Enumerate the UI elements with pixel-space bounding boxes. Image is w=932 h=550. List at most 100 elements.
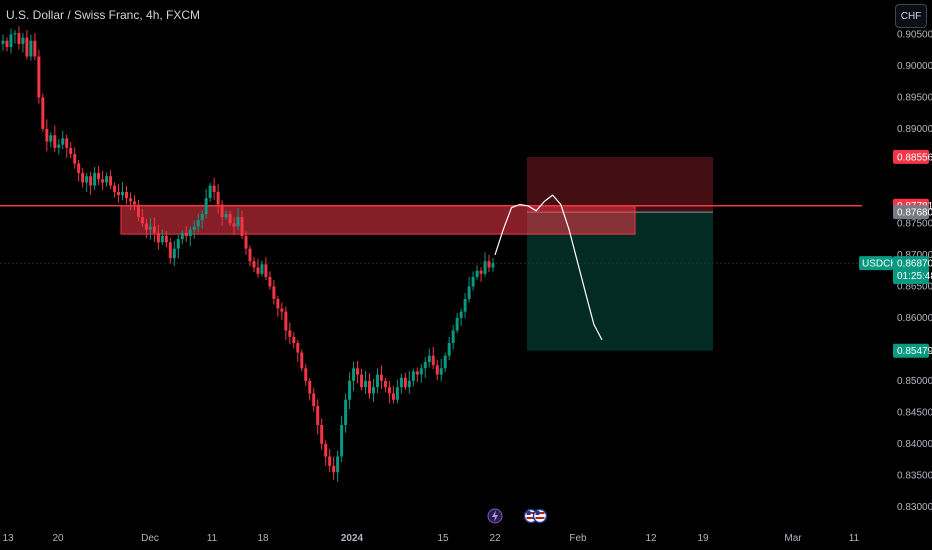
price-label-text: 0.85479 xyxy=(897,346,932,357)
candle xyxy=(89,176,93,186)
candle xyxy=(148,226,152,230)
candle xyxy=(431,355,435,366)
candle xyxy=(192,226,196,230)
candle xyxy=(391,393,395,400)
price-tick-label: 0.90000 xyxy=(897,61,932,72)
time-tick-label: Mar xyxy=(784,533,802,544)
candle xyxy=(340,424,344,457)
time-tick-label: 12 xyxy=(645,533,657,544)
candle xyxy=(312,393,316,407)
candle xyxy=(240,217,244,237)
candle xyxy=(152,226,156,233)
candle xyxy=(73,154,77,164)
candle xyxy=(483,261,487,274)
price-label-text: 0.87680 xyxy=(897,208,932,219)
candle xyxy=(109,176,113,186)
candle xyxy=(232,223,236,227)
candle xyxy=(300,352,304,369)
price-tick-label: 0.85000 xyxy=(897,376,932,387)
time-tick-label: 2024 xyxy=(341,533,364,544)
time-tick-label: 11 xyxy=(849,533,860,544)
candle xyxy=(459,311,463,318)
candle xyxy=(336,456,340,473)
candle xyxy=(443,355,447,369)
candle xyxy=(144,223,148,230)
candle xyxy=(479,270,483,274)
candle xyxy=(356,368,360,375)
candle xyxy=(368,380,372,394)
symbol-tag xyxy=(859,256,893,271)
price-tick-label: 0.83500 xyxy=(897,470,932,481)
candle xyxy=(5,40,9,48)
candle xyxy=(93,173,97,186)
time-tick-label: 13 xyxy=(2,533,14,544)
time-tick-label: 20 xyxy=(52,533,64,544)
candle xyxy=(13,33,17,35)
candle xyxy=(188,229,192,237)
candle xyxy=(21,37,25,44)
candle xyxy=(320,424,324,444)
candle xyxy=(352,368,356,381)
candle xyxy=(136,204,140,218)
candle xyxy=(9,34,13,48)
candle xyxy=(463,298,467,312)
candle xyxy=(280,308,284,312)
candle xyxy=(97,173,101,180)
candle xyxy=(371,387,375,394)
us-flag-stripe xyxy=(526,512,536,514)
candle xyxy=(395,387,399,400)
candle xyxy=(228,213,232,224)
us-flag-canton xyxy=(535,511,540,515)
candle xyxy=(184,232,188,237)
candle xyxy=(45,128,49,142)
candle xyxy=(1,40,5,44)
candle xyxy=(383,380,387,388)
candle xyxy=(49,135,53,142)
candle xyxy=(491,263,495,268)
candle xyxy=(304,368,308,381)
candle xyxy=(399,377,403,388)
candle xyxy=(101,179,105,183)
candle xyxy=(284,311,288,331)
stop-loss-zone[interactable] xyxy=(527,156,713,213)
time-tick-label: Dec xyxy=(141,533,159,544)
take-profit-zone[interactable] xyxy=(527,212,713,351)
us-flag-stripe xyxy=(535,517,545,519)
time-tick-label: 18 xyxy=(257,533,269,544)
candle xyxy=(375,374,379,388)
candle xyxy=(276,298,280,309)
candle xyxy=(423,361,427,369)
candle xyxy=(475,270,479,277)
current-price-tag xyxy=(893,256,929,285)
time-tick-label: Feb xyxy=(569,533,587,544)
price-label xyxy=(893,343,929,358)
candle xyxy=(411,371,415,381)
us-flag-icon[interactable] xyxy=(532,508,548,524)
time-tick-label: 11 xyxy=(207,533,218,544)
candle xyxy=(164,236,168,243)
candle xyxy=(471,276,475,287)
candle xyxy=(344,399,348,425)
candle xyxy=(208,185,212,199)
projection-curve[interactable] xyxy=(494,194,603,341)
candle xyxy=(25,37,29,57)
candle xyxy=(256,267,260,274)
candle xyxy=(260,264,264,274)
candle xyxy=(268,276,272,287)
candle xyxy=(308,380,312,394)
candle xyxy=(324,443,328,457)
candle xyxy=(407,380,411,388)
price-tick-label: 0.86000 xyxy=(897,313,932,324)
candle xyxy=(427,355,431,362)
candle xyxy=(85,176,89,183)
current-price-text: 0.86870 xyxy=(897,259,932,270)
price-label-text: 0.88556 xyxy=(897,152,932,163)
candle xyxy=(328,456,332,466)
candle xyxy=(296,343,300,353)
candle xyxy=(435,365,439,375)
currency-button[interactable]: CHF xyxy=(895,4,927,28)
candle xyxy=(252,261,256,268)
candle xyxy=(128,198,132,202)
price-tick-label: 0.87000 xyxy=(897,250,932,261)
